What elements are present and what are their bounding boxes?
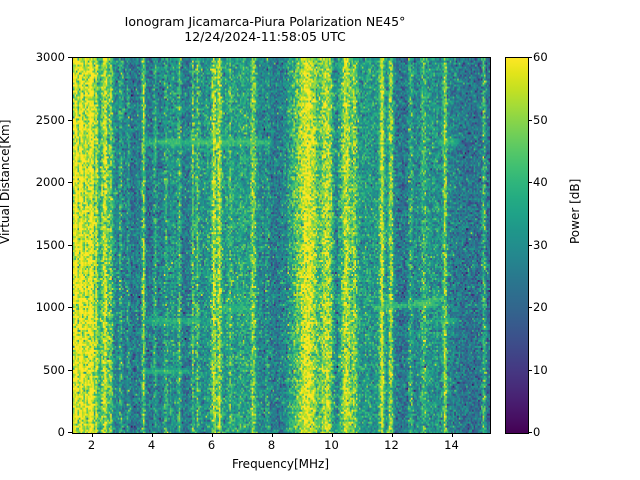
x-tick-label: 10 [324,438,339,452]
x-tick-label: 4 [147,438,156,452]
colorbar-tick-label: 60 [533,50,548,64]
y-tick-mark [68,119,72,121]
colorbar-tick-mark [528,182,532,183]
colorbar [505,57,529,434]
y-tick-label: 2500 [35,112,65,127]
y-tick-label: 2000 [35,175,65,189]
x-tick-label: 6 [207,438,216,452]
colorbar-tick-label: 10 [533,362,548,377]
x-tick-mark [331,433,333,437]
x-axis-label: Frequency[MHz] [231,457,330,471]
y-tick-mark [68,369,72,371]
colorbar-tick-mark [528,432,532,433]
y-tick-label: 1500 [35,237,65,252]
x-tick-mark [91,433,93,437]
y-tick-label: 3000 [35,50,65,64]
x-tick-label: 12 [384,438,399,452]
x-tick-mark [271,433,273,437]
colorbar-tick-label: 30 [533,237,548,252]
heatmap-plot-area [72,57,491,434]
colorbar-tick-label: 40 [533,175,548,189]
colorbar-tick-label: 20 [533,300,548,314]
ionogram-heatmap [73,58,490,433]
page-title: Ionogram Jicamarca-Piura Polarization NE… [124,14,406,44]
y-tick-mark [68,57,72,58]
y-tick-label: 1000 [35,300,65,314]
y-tick-mark [68,307,72,308]
x-tick-mark [211,433,213,437]
y-tick-mark [68,244,72,246]
y-tick-mark [68,432,72,433]
x-tick-mark [151,433,153,437]
colorbar-tick-label: 50 [533,112,548,127]
y-tick-mark [68,182,72,183]
colorbar-tick-mark [528,369,532,371]
y-tick-label: 0 [57,425,65,439]
colorbar-label: Power [dB] [568,178,582,244]
colorbar-tick-mark [528,119,532,121]
colorbar-tick-mark [528,244,532,246]
x-tick-mark [451,433,453,437]
colorbar-tick-label: 0 [533,425,541,439]
x-tick-mark [391,433,393,437]
colorbar-gradient [506,58,528,433]
x-tick-label: 14 [444,438,459,452]
colorbar-tick-mark [528,307,532,308]
colorbar-tick-mark [528,57,532,58]
y-tick-label: 500 [43,362,65,377]
x-tick-label: 2 [87,438,96,452]
x-tick-label: 8 [267,438,276,452]
